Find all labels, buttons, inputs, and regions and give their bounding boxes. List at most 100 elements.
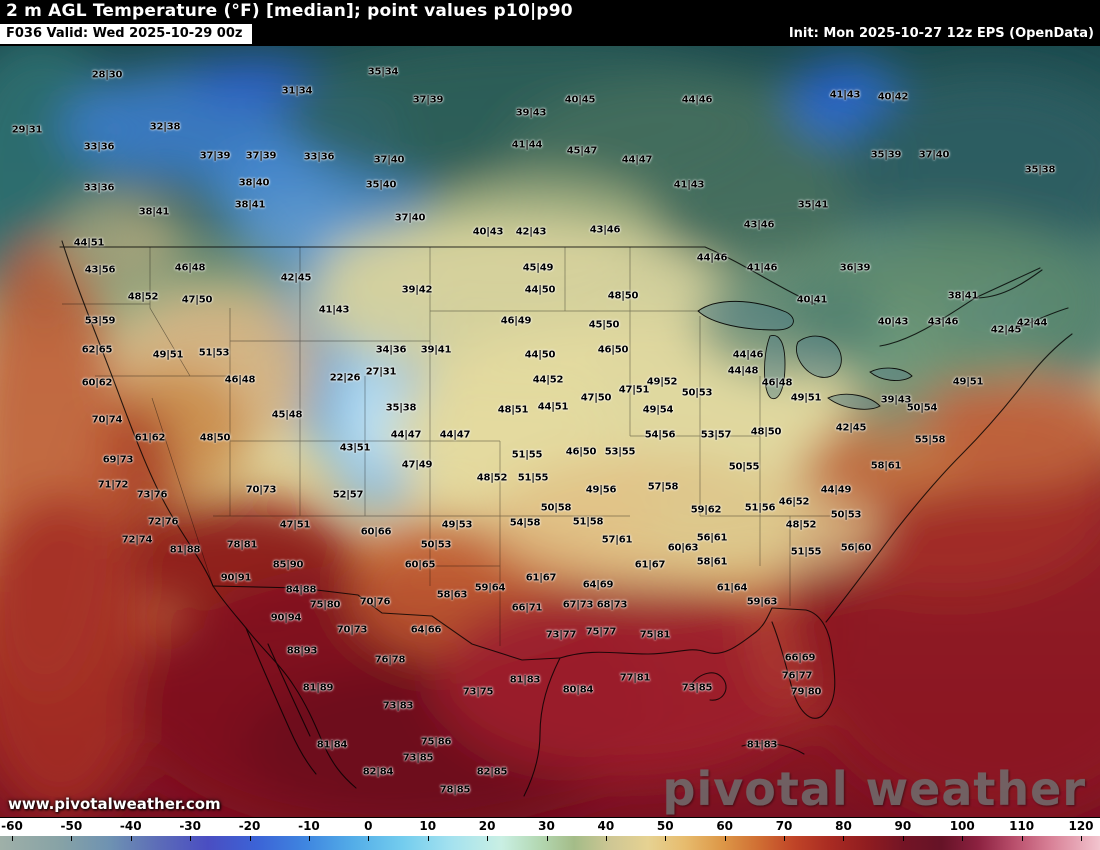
point-value: 46|52 [778, 496, 810, 508]
point-value: 41|46 [746, 262, 778, 274]
point-value: 49|56 [585, 484, 617, 496]
colorbar-labels: -60 -50 -40 -30 -20 -10 0 10 20 30 40 50 60 70 80 90 100… [0, 817, 1100, 837]
point-value: 67|73 [562, 599, 594, 611]
colorbar-tick [962, 836, 964, 841]
point-value: 43|46 [927, 316, 959, 328]
point-value: 73|83 [382, 700, 414, 712]
point-value: 68|73 [596, 599, 628, 611]
point-value: 42|45 [280, 272, 312, 284]
point-value: 41|43 [318, 304, 350, 316]
point-value: 47|51 [618, 384, 650, 396]
colorbar-label: -50 [60, 819, 83, 833]
point-value: 54|58 [509, 517, 541, 529]
colorbar-label: 50 [656, 819, 674, 833]
point-value: 41|43 [829, 89, 861, 101]
point-value: 27|31 [365, 366, 397, 378]
colorbar-tick [487, 836, 489, 841]
valid-time-label: F036 Valid: Wed 2025-10-29 00z [0, 24, 253, 44]
point-value: 51|55 [517, 472, 549, 484]
point-value: 72|74 [121, 534, 153, 546]
point-value: 44|48 [727, 365, 759, 377]
point-value: 33|36 [83, 182, 115, 194]
point-value: 44|47 [439, 429, 471, 441]
point-value: 81|88 [169, 544, 201, 556]
point-value: 57|61 [601, 534, 633, 546]
point-value: 37|40 [918, 149, 950, 161]
point-value: 49|51 [790, 392, 822, 404]
point-value: 73|77 [545, 629, 577, 641]
point-value: 50|55 [728, 461, 760, 473]
point-value: 43|46 [743, 219, 775, 231]
point-value: 73|85 [681, 682, 713, 694]
point-value: 81|83 [509, 674, 541, 686]
point-value: 50|53 [681, 387, 713, 399]
point-value: 58|61 [696, 556, 728, 568]
point-value: 45|48 [271, 409, 303, 421]
watermark-link[interactable]: www.pivotalweather.com [8, 795, 221, 813]
colorbar-tick [605, 836, 607, 841]
point-value: 73|75 [462, 686, 494, 698]
point-value: 28|30 [91, 69, 123, 81]
point-value: 40|43 [877, 316, 909, 328]
point-value: 39|41 [420, 344, 452, 356]
point-value: 56|61 [696, 532, 728, 544]
point-value: 44|46 [696, 252, 728, 264]
point-value: 66|71 [511, 602, 543, 614]
point-value: 37|40 [373, 154, 405, 166]
point-value: 76|78 [374, 654, 406, 666]
point-value: 47|50 [580, 392, 612, 404]
point-value: 44|49 [820, 484, 852, 496]
colorbar-label: 110 [1009, 819, 1035, 833]
colorbar-label: 0 [364, 819, 373, 833]
point-value: 75|81 [639, 629, 671, 641]
point-value: 47|51 [279, 519, 311, 531]
point-value: 79|80 [790, 686, 822, 698]
point-value: 48|50 [750, 426, 782, 438]
point-value: 66|69 [784, 652, 816, 664]
point-value: 44|52 [532, 374, 564, 386]
point-value: 76|77 [781, 670, 813, 682]
point-value: 61|64 [716, 582, 748, 594]
point-value: 51|55 [790, 546, 822, 558]
point-value: 49|54 [642, 404, 674, 416]
point-value: 45|49 [522, 262, 554, 274]
point-value: 46|48 [761, 377, 793, 389]
point-value: 48|50 [607, 290, 639, 302]
point-value: 50|53 [830, 509, 862, 521]
point-value: 31|34 [281, 85, 313, 97]
init-time-label: Init: Mon 2025-10-27 12z EPS (OpenData) [788, 26, 1094, 41]
point-value: 45|50 [588, 319, 620, 331]
point-value: 71|72 [97, 479, 129, 491]
point-value: 42|43 [515, 226, 547, 238]
point-value: 84|88 [285, 584, 317, 596]
colorbar-tick [368, 836, 370, 841]
point-value: 42|44 [1016, 317, 1048, 329]
point-value: 75|86 [420, 736, 452, 748]
point-value: 44|46 [681, 94, 713, 106]
colorbar-label: -30 [179, 819, 201, 833]
colorbar-tick [1021, 836, 1023, 841]
colorbar-tick [249, 836, 251, 841]
point-value: 52|57 [332, 489, 364, 501]
point-value: 34|36 [375, 344, 407, 356]
point-value: 81|84 [316, 739, 348, 751]
point-value: 81|83 [746, 739, 778, 751]
point-value: 51|58 [572, 516, 604, 528]
temperature-shading [0, 46, 1100, 817]
point-value: 48|52 [476, 472, 508, 484]
point-value: 44|51 [73, 237, 105, 249]
point-values-layer: 28|30 31|34 35|34 37|39 39|43 40|45 44|46 41|43… [0, 46, 1100, 817]
point-value: 75|80 [309, 599, 341, 611]
point-value: 64|66 [410, 624, 442, 636]
point-value: 60|62 [81, 377, 113, 389]
point-value: 70|73 [336, 624, 368, 636]
point-value: 61|67 [634, 559, 666, 571]
point-value: 44|47 [390, 429, 422, 441]
colorbar-label: 120 [1068, 819, 1094, 833]
point-value: 53|57 [700, 429, 732, 441]
point-value: 64|69 [582, 579, 614, 591]
point-value: 78|81 [226, 539, 258, 551]
colorbar-tick [784, 836, 786, 841]
point-value: 29|31 [11, 124, 43, 136]
point-value: 73|76 [136, 489, 168, 501]
